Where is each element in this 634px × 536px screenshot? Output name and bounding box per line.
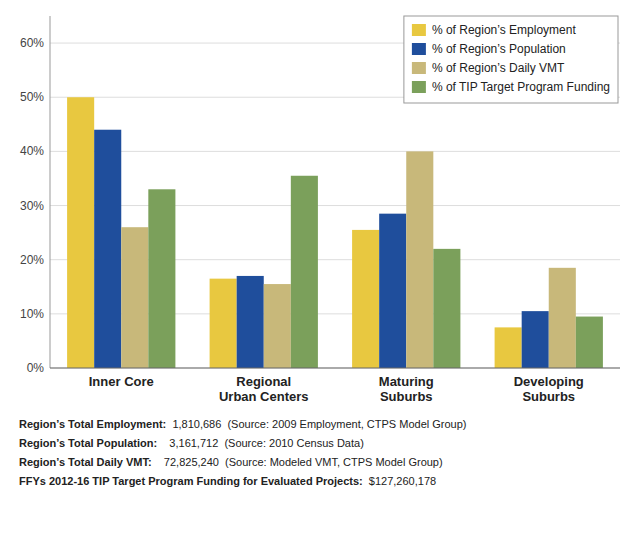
bar — [291, 176, 318, 368]
y-tick-label: 50% — [20, 90, 44, 104]
grid-line — [50, 368, 620, 369]
y-tick-label: 20% — [20, 253, 44, 267]
y-axis-line — [50, 16, 51, 368]
legend-label: % of Region’s Population — [432, 42, 566, 56]
legend-swatch — [412, 24, 426, 36]
y-tick-label: 30% — [20, 199, 44, 213]
grid-line — [50, 151, 620, 152]
y-tick-label: 0% — [27, 361, 45, 375]
footer-bold: Region’s Total Employment: — [19, 418, 166, 430]
grid-line — [50, 205, 620, 206]
footer-line: FFYs 2012-16 TIP Target Program Funding … — [19, 475, 436, 487]
legend-swatch — [412, 43, 426, 55]
footer-line: Region’s Total Daily VMT: 72,825,240 (So… — [19, 456, 443, 468]
footer-text: 3,161,712 (Source: 2010 Census Data) — [157, 437, 364, 449]
bar — [495, 327, 522, 368]
bar — [264, 284, 291, 368]
x-tick-label-line: Suburbs — [522, 389, 575, 404]
chart: 0% 10% 20% 30% 40% 50% 60% Inner Core RegionalUr… — [0, 0, 634, 536]
bars — [67, 97, 603, 368]
legend-label: % of TIP Target Program Funding — [432, 80, 610, 94]
x-axis-line — [50, 368, 620, 369]
legend-label: % of Region’s Daily VMT — [432, 61, 565, 75]
footer-bold: Region’s Total Population: — [19, 437, 157, 449]
x-tick-label-line: Developing — [514, 374, 584, 389]
bar — [148, 189, 175, 368]
x-tick-label-line: Suburbs — [380, 389, 433, 404]
legend-box — [404, 16, 618, 103]
legend-label: % of Region’s Employment — [432, 23, 577, 37]
x-tick-label-line: Urban Centers — [219, 389, 309, 404]
x-tick-label: DevelopingSuburbs — [514, 374, 584, 404]
x-tick-label: Inner Core — [89, 374, 154, 389]
footer-line: Region’s Total Employment: 1,810,686 (So… — [19, 418, 467, 430]
legend: % of Region’s Employment % of Region’s Po… — [404, 16, 618, 103]
bar — [210, 279, 237, 368]
footer-text: 1,810,686 (Source: 2009 Employment, CTPS… — [166, 418, 466, 430]
bar — [94, 130, 121, 368]
bar — [67, 97, 94, 368]
y-tick-label: 40% — [20, 144, 44, 158]
bar — [406, 151, 433, 368]
x-tick-label: MaturingSuburbs — [379, 374, 434, 404]
bar — [121, 227, 148, 368]
legend-swatch — [412, 81, 426, 93]
grid — [50, 43, 620, 368]
footer-text: $127,260,178 — [363, 475, 436, 487]
footer-bold: Region’s Total Daily VMT: — [19, 456, 152, 468]
bar — [352, 230, 379, 368]
y-tick-label: 60% — [20, 36, 44, 50]
x-tick-label-line: Maturing — [379, 374, 434, 389]
x-tick-label-line: Inner Core — [89, 374, 154, 389]
bar — [237, 276, 264, 368]
bar — [379, 214, 406, 368]
x-tick-label-line: Regional — [236, 374, 291, 389]
bar — [576, 317, 603, 368]
x-tick-label: RegionalUrban Centers — [219, 374, 309, 404]
bar — [549, 268, 576, 368]
bar — [522, 311, 549, 368]
footer-text: 72,825,240 (Source: Modeled VMT, CTPS Mo… — [152, 456, 443, 468]
legend-swatch — [412, 62, 426, 74]
y-tick-label: 10% — [20, 307, 44, 321]
bar — [433, 249, 460, 368]
footer-bold: FFYs 2012-16 TIP Target Program Funding … — [19, 475, 363, 487]
footer-line: Region’s Total Population: 3,161,712 (So… — [19, 437, 364, 449]
